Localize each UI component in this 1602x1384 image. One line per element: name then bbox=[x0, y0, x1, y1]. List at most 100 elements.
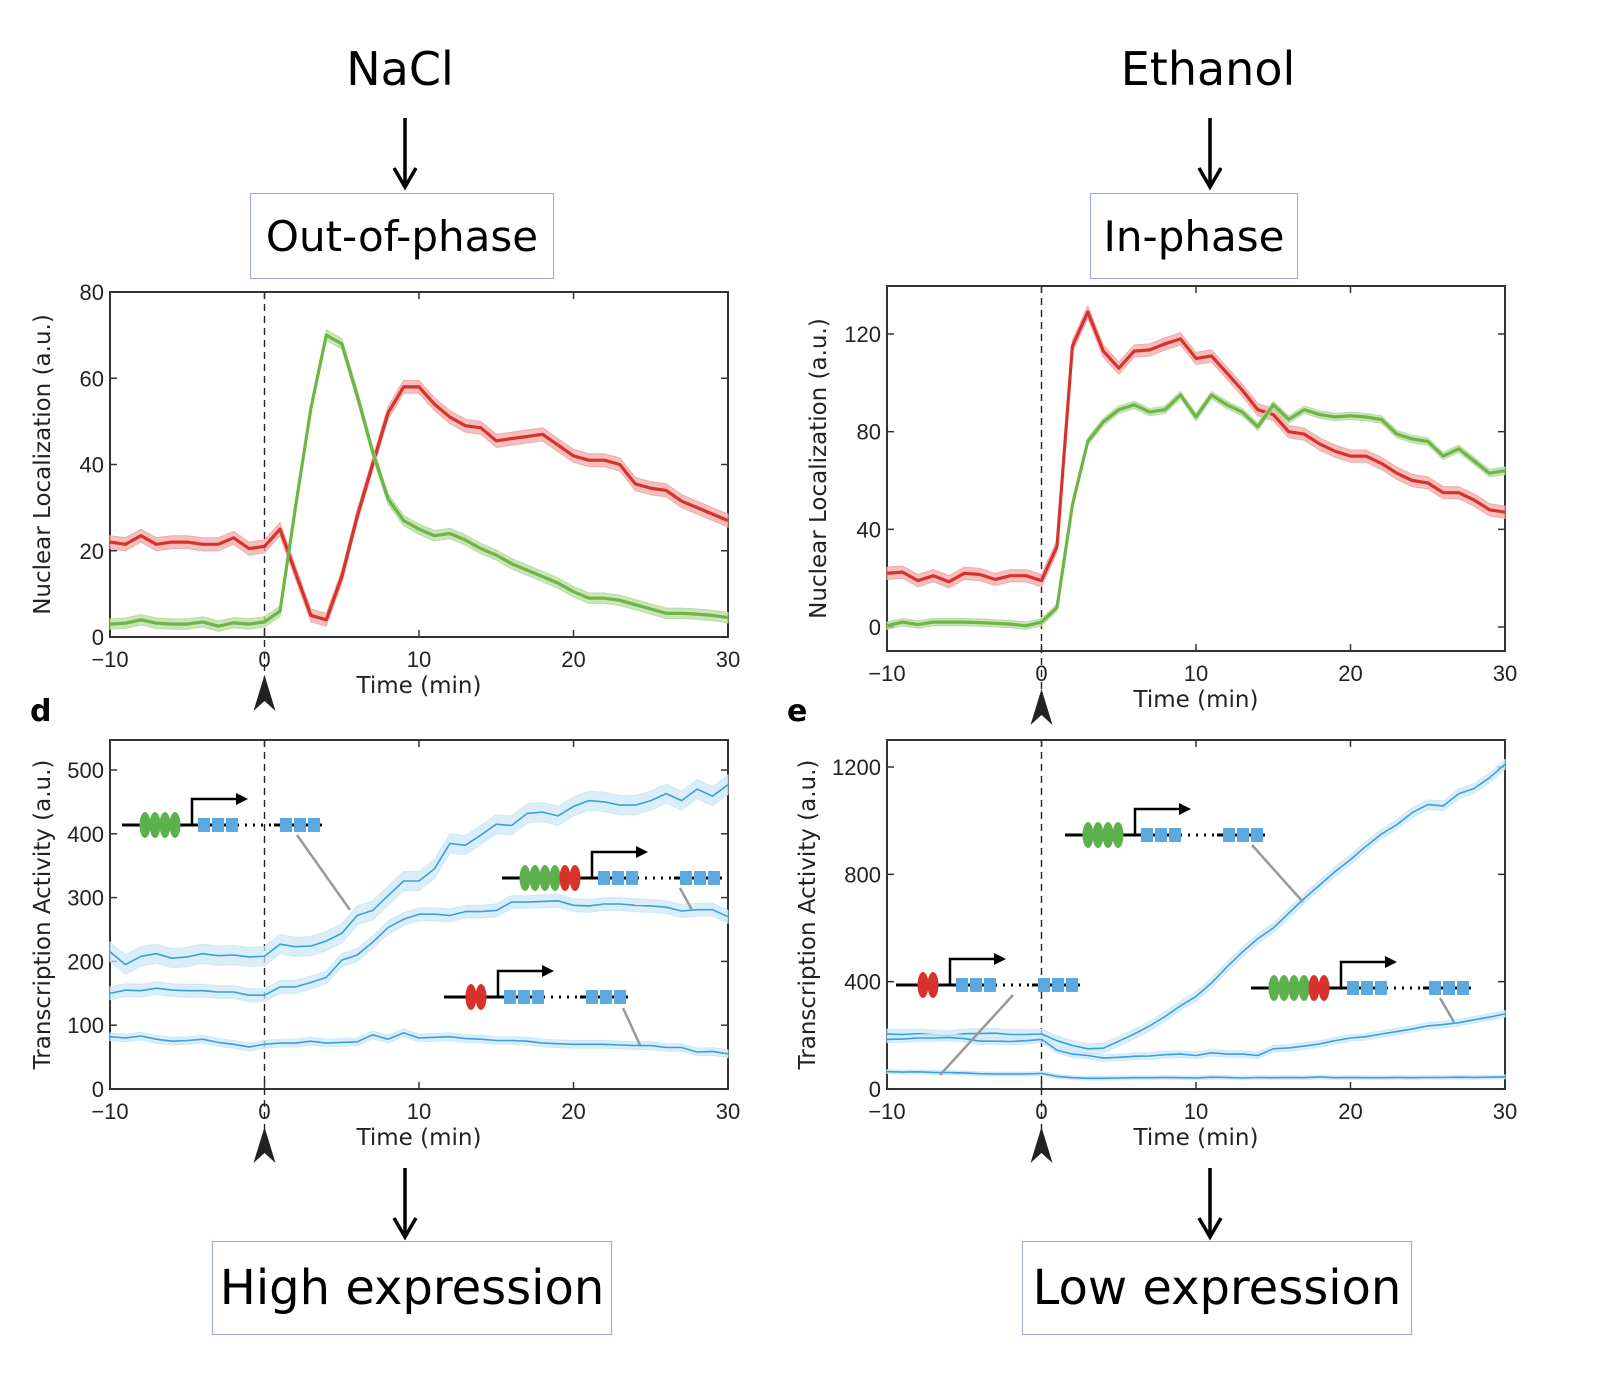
y-tick-label: 200 bbox=[67, 949, 104, 974]
ethanol-label: Ethanol bbox=[1120, 42, 1296, 96]
x-tick-label: 0 bbox=[1035, 1099, 1047, 1124]
plot-frame bbox=[109, 291, 729, 638]
leader-line bbox=[678, 887, 694, 911]
plot-frame bbox=[886, 285, 1506, 652]
red-binding-site-icon bbox=[1308, 975, 1320, 1001]
leader-line bbox=[295, 834, 352, 911]
green-binding-site-icon bbox=[519, 865, 531, 891]
y-tick-label: 60 bbox=[80, 366, 104, 391]
reporter-box-icon bbox=[1361, 981, 1373, 995]
reporter-box-icon bbox=[598, 871, 610, 885]
leader-line bbox=[621, 1007, 642, 1046]
y-tick-label: 40 bbox=[80, 453, 104, 478]
x-axis-title: Time (min) bbox=[1133, 1125, 1259, 1151]
series-green bbox=[886, 390, 1506, 631]
green-binding-site-icon bbox=[1092, 822, 1104, 848]
error-band bbox=[109, 1028, 729, 1059]
x-tick-label: 10 bbox=[407, 1099, 431, 1124]
series-line bbox=[109, 333, 729, 628]
x-tick-label: 30 bbox=[716, 647, 740, 672]
promoter-diagram-4-green bbox=[1065, 803, 1265, 848]
reporter-box-icon bbox=[280, 818, 292, 832]
tss-arrowhead-icon bbox=[542, 965, 554, 977]
tss-arrow-icon bbox=[1339, 960, 1389, 988]
reporter-box-icon bbox=[532, 990, 544, 1004]
x-tick-label: −10 bbox=[868, 661, 905, 686]
series-4-high-affinity-sites bbox=[109, 774, 729, 975]
tss-arrowhead-icon bbox=[994, 953, 1006, 965]
tss-arrow-icon bbox=[496, 969, 546, 997]
reporter-box-icon bbox=[984, 978, 996, 992]
error-band bbox=[886, 304, 1506, 589]
series-2-low-affinity-sites bbox=[886, 1069, 1506, 1081]
x-tick-label: 20 bbox=[561, 647, 585, 672]
reporter-box-icon bbox=[1457, 981, 1469, 995]
series-line bbox=[109, 899, 729, 997]
leader-line bbox=[1251, 844, 1304, 903]
error-band bbox=[886, 1009, 1506, 1062]
reporter-box-icon bbox=[970, 978, 982, 992]
series-line bbox=[886, 310, 1506, 584]
reporter-box-icon bbox=[198, 818, 210, 832]
reporter-box-icon bbox=[1429, 981, 1441, 995]
x-tick-label: 20 bbox=[1338, 1099, 1362, 1124]
x-axis-title: Time (min) bbox=[356, 673, 482, 699]
x-tick-label: 20 bbox=[561, 1099, 585, 1124]
x-tick-label: 30 bbox=[716, 1099, 740, 1124]
y-tick-label: 1200 bbox=[832, 755, 881, 780]
promoter-diagram-4-green bbox=[122, 793, 322, 838]
stimulus-arrowhead-icon bbox=[1030, 1127, 1053, 1163]
x-tick-label: 0 bbox=[1035, 661, 1047, 686]
series-line bbox=[109, 385, 729, 622]
reporter-box-icon bbox=[1347, 981, 1359, 995]
reporter-box-icon bbox=[600, 990, 612, 1004]
reporter-box-icon bbox=[1237, 828, 1249, 842]
y-tick-label: 20 bbox=[80, 539, 104, 564]
series-line bbox=[886, 1013, 1506, 1059]
y-tick-label: 100 bbox=[67, 1013, 104, 1038]
series-line bbox=[886, 393, 1506, 628]
y-tick-label: 500 bbox=[67, 758, 104, 783]
reporter-box-icon bbox=[626, 871, 638, 885]
x-tick-label: 30 bbox=[1493, 661, 1517, 686]
reporter-box-icon bbox=[504, 990, 516, 1004]
red-binding-site-icon bbox=[1318, 975, 1330, 1001]
tss-arrowhead-icon bbox=[236, 793, 248, 805]
series-line bbox=[886, 763, 1506, 1050]
reporter-box-icon bbox=[586, 990, 598, 1004]
red-binding-site-icon bbox=[927, 972, 939, 998]
reporter-box-icon bbox=[226, 818, 238, 832]
y-tick-label: 400 bbox=[67, 822, 104, 847]
reporter-box-icon bbox=[680, 871, 692, 885]
reporter-box-icon bbox=[518, 990, 530, 1004]
green-binding-site-icon bbox=[1268, 975, 1280, 1001]
series-green bbox=[109, 329, 729, 632]
nacl-label: NaCl bbox=[346, 42, 454, 96]
green-binding-site-icon bbox=[169, 812, 181, 838]
tss-arrowhead-icon bbox=[1385, 956, 1397, 968]
x-tick-label: 30 bbox=[1493, 1099, 1517, 1124]
reporter-box-icon bbox=[1375, 981, 1387, 995]
y-tick-label: 40 bbox=[857, 517, 881, 542]
series-red bbox=[886, 304, 1506, 589]
green-binding-site-icon bbox=[1112, 822, 1124, 848]
tss-arrowhead-icon bbox=[636, 846, 648, 858]
y-tick-label: 800 bbox=[844, 862, 881, 887]
arrow-down-icon bbox=[1197, 118, 1223, 191]
series-4-high-2-low-affinity-sites bbox=[886, 1009, 1506, 1062]
reporter-box-icon bbox=[1052, 978, 1064, 992]
green-binding-site-icon bbox=[149, 812, 161, 838]
reporter-box-icon bbox=[1443, 981, 1455, 995]
green-binding-site-icon bbox=[539, 865, 551, 891]
series-4-high-2-low-affinity-sites bbox=[109, 893, 729, 1003]
tss-arrow-icon bbox=[190, 797, 240, 825]
green-binding-site-icon bbox=[1102, 822, 1114, 848]
reporter-box-icon bbox=[1141, 828, 1153, 842]
out-of-phase-label: Out-of-phase bbox=[265, 211, 539, 261]
reporter-box-icon bbox=[212, 818, 224, 832]
x-tick-label: 10 bbox=[407, 647, 431, 672]
y-tick-label: 80 bbox=[80, 280, 104, 305]
x-tick-label: 20 bbox=[1338, 661, 1362, 686]
